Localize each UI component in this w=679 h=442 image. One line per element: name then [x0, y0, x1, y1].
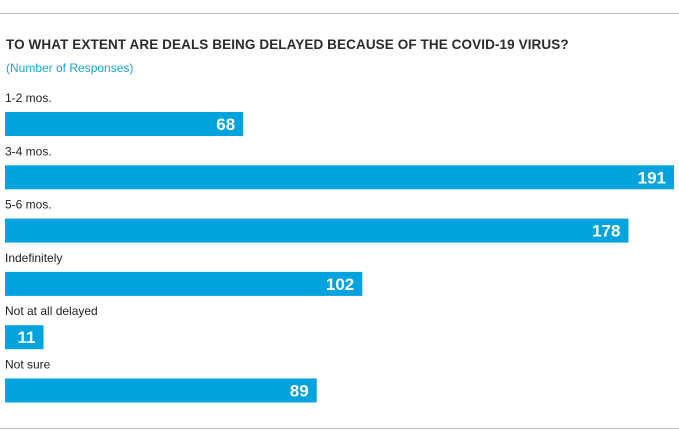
bottom-rule — [0, 428, 679, 429]
bar-chart: 1-2 mos. 68 3-4 mos. 191 5-6 mos. 178 Indefini… — [5, 91, 674, 403]
value-label: 11 — [18, 328, 36, 347]
chart-subtitle: (Number of Responses) — [6, 61, 134, 75]
bar — [5, 271, 363, 296]
category-label: Indefinitely — [5, 251, 62, 265]
bar — [5, 378, 317, 403]
top-rule — [0, 13, 679, 14]
chart-title: TO WHAT EXTENT ARE DEALS BEING DELAYED B… — [6, 37, 569, 52]
value-label: 102 — [326, 275, 354, 294]
value-label: 68 — [216, 115, 235, 134]
value-label: 191 — [638, 168, 666, 187]
value-label: 178 — [592, 222, 620, 241]
category-label: 1-2 mos. — [5, 91, 52, 105]
category-label: 5-6 mos. — [5, 198, 52, 212]
bar — [5, 325, 44, 350]
value-label: 89 — [290, 382, 309, 401]
category-label: Not sure — [5, 358, 51, 372]
bar — [5, 165, 674, 190]
bar — [5, 112, 244, 136]
category-label: 3-4 mos. — [5, 144, 52, 158]
category-label: Not at all delayed — [5, 304, 98, 318]
bar — [5, 218, 629, 243]
